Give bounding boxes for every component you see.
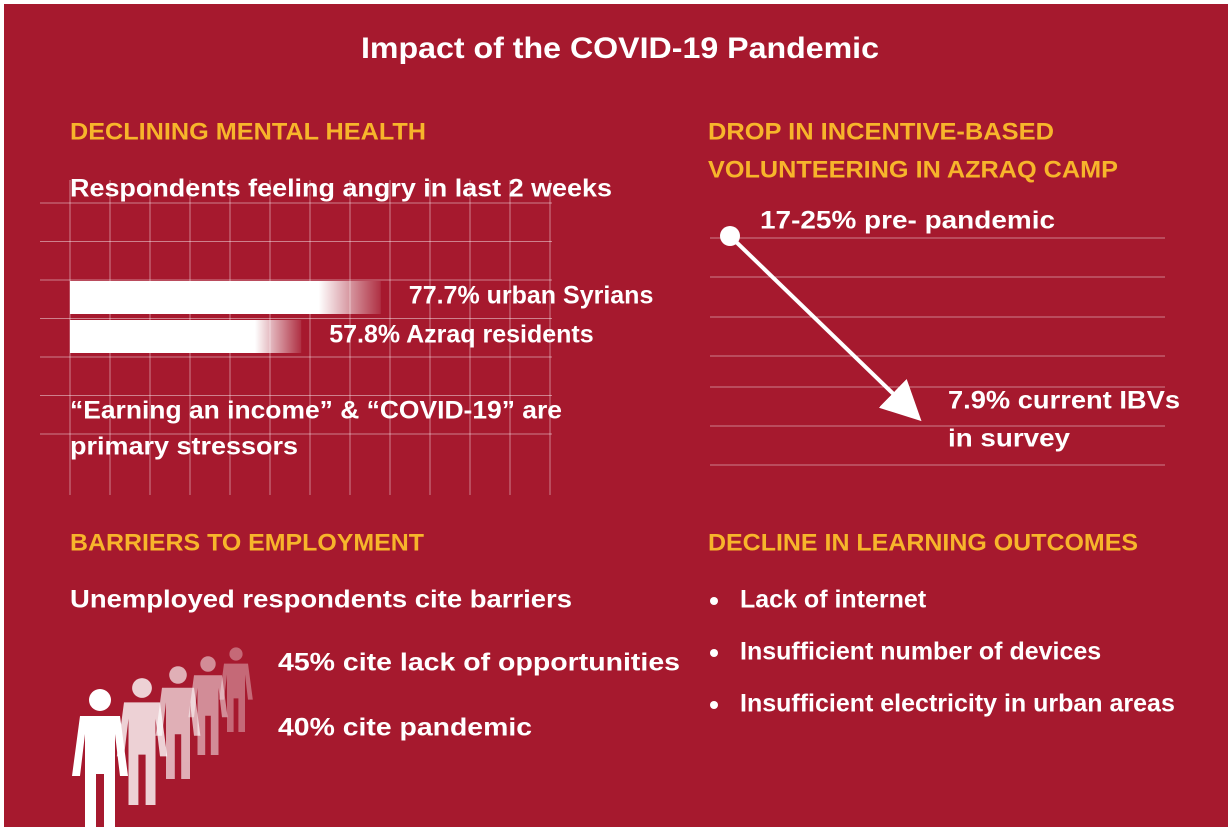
heading: DECLINE IN LEARNING OUTCOMES [708, 529, 1138, 556]
grid [710, 237, 1165, 466]
note: “Earning an income” & “COVID-19” are [70, 397, 562, 425]
bar [70, 281, 381, 314]
bullet-text: Insufficient electricity in urban areas [740, 690, 1175, 718]
people-icons [72, 647, 253, 830]
start-dot [720, 226, 740, 246]
bar [70, 320, 302, 353]
label: 7.9% current IBVs [948, 387, 1180, 415]
person-icon [219, 647, 253, 732]
bars: 77.7% urban Syrians 57.8% Azraq residents [70, 281, 653, 353]
bullet [710, 597, 718, 605]
bullet-text: Lack of internet [740, 586, 927, 614]
body [116, 702, 168, 805]
person-icon [72, 689, 128, 830]
head [229, 647, 243, 661]
heading: BARRIERS TO EMPLOYMENT [70, 529, 424, 556]
bullet [710, 701, 718, 709]
grid [40, 180, 552, 495]
arrow [728, 234, 922, 422]
subheading: Unemployed respondents cite barriers [70, 586, 572, 614]
bar-label: 57.8% Azraq residents [329, 321, 593, 349]
person-icon [116, 678, 168, 805]
body [219, 663, 253, 732]
head [200, 656, 216, 672]
bar-label: 77.7% urban Syrians [409, 282, 654, 310]
heading: DROP IN INCENTIVE-BASED [708, 118, 1054, 145]
bullet [710, 649, 718, 657]
subheading: Respondents feeling angry in last 2 week… [70, 175, 612, 203]
heading: DECLINING MENTAL HEALTH [70, 118, 426, 145]
bullet-text: Insufficient number of devices [740, 638, 1101, 666]
title: Impact of the COVID-19 Pandemic [361, 32, 879, 65]
label: 17-25% pre- pandemic [760, 207, 1055, 235]
bullet-list: Lack of internet Insufficient number of d… [710, 586, 1175, 718]
head [169, 666, 187, 684]
item: 45% cite lack of opportunities [278, 649, 680, 677]
note: primary stressors [70, 433, 298, 461]
heading: VOLUNTEERING IN AZRAQ CAMP [708, 156, 1118, 183]
head [89, 689, 111, 711]
head [132, 678, 152, 698]
body [72, 716, 128, 830]
label: in survey [948, 425, 1070, 453]
item: 40% cite pandemic [278, 714, 532, 742]
